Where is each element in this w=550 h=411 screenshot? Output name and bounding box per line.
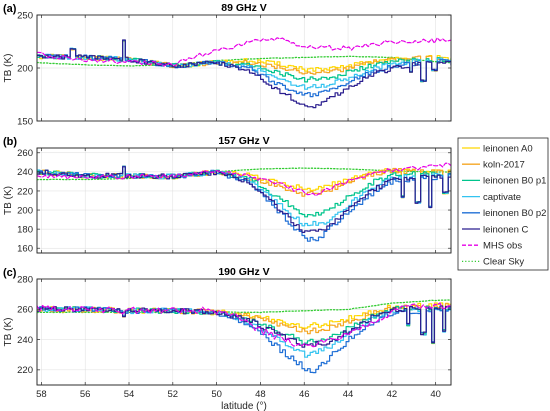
- x-tick-label: 54: [124, 389, 135, 400]
- y-tick-label: 200: [17, 205, 33, 216]
- panel-1: 150 200 250 89 GHz V (a) TB (K): [3, 2, 452, 127]
- y-tick-label: 250: [17, 10, 33, 21]
- series-mhs-obs: [37, 302, 451, 348]
- plot-area: [36, 147, 452, 254]
- legend-label: Clear Sky: [483, 257, 524, 268]
- x-tick-label: 52: [168, 389, 179, 400]
- series-leinonen-c: [37, 303, 451, 348]
- y-tick-label: 200: [17, 63, 33, 74]
- legend-box: [457, 137, 549, 271]
- x-tick-label: 48: [255, 389, 266, 400]
- plot-frame: [36, 147, 452, 254]
- panel-title: 157 GHz V: [218, 135, 269, 147]
- series-leinonen-b0-p2: [37, 306, 451, 374]
- y-tick-label: 180: [17, 224, 33, 235]
- series-leinonen-b0-p1: [37, 39, 451, 83]
- panel-3: 58 56 54 52 50 48 46 44 42 40 220 240 260 280 190 GHz …: [3, 266, 452, 411]
- x-tick-label: 56: [80, 389, 91, 400]
- legend-label: MHS obs: [483, 241, 522, 252]
- legend-entry: leinonen B0 p2: [462, 208, 546, 219]
- panel-title: 89 GHz V: [221, 2, 267, 14]
- x-tick-label: 42: [387, 389, 398, 400]
- x-tick-label: 44: [343, 389, 354, 400]
- y-tick-label: 260: [17, 305, 33, 316]
- x-tick-label: 58: [36, 389, 47, 400]
- legend-label: leinonen C: [483, 224, 529, 235]
- legend-entry: leinonen A0: [462, 143, 533, 154]
- y-tick-label: 150: [17, 116, 33, 127]
- series-mhs-obs: [37, 37, 451, 67]
- x-tick-label: 50: [211, 389, 222, 400]
- y-tick-label: 160: [17, 244, 33, 255]
- panels: 150 200 250 89 GHz V (a) TB (K) 160 180 200 220 24…: [3, 2, 452, 411]
- y-tick-label: 220: [17, 186, 33, 197]
- series-group: [37, 162, 451, 242]
- series-leinonen-c: [37, 39, 451, 109]
- plot-frame: [36, 278, 452, 386]
- y-axis-label: TB (K): [3, 54, 14, 83]
- y-tick-label: 260: [17, 148, 33, 159]
- x-axis-label: latitude (°): [221, 401, 267, 411]
- panel-title: 190 GHz V: [218, 266, 269, 278]
- legend-label: koln-2017: [483, 160, 525, 171]
- y-tick-label: 240: [17, 335, 33, 346]
- y-tick-label: 240: [17, 167, 33, 178]
- legend-entry: leinonen C: [462, 224, 529, 235]
- x-tick-label: 46: [299, 389, 310, 400]
- legend-entry: koln-2017: [462, 160, 525, 171]
- y-tick-label: 280: [17, 274, 33, 285]
- legend-entry: MHS obs: [462, 241, 522, 252]
- panel-letter: (c): [3, 267, 17, 279]
- legend: leinonen A0 koln-2017 leinonen B0 p1 captiv…: [457, 137, 549, 271]
- panel-letter: (b): [3, 136, 17, 148]
- panel-letter: (a): [3, 3, 17, 15]
- y-tick-label: 220: [17, 365, 33, 376]
- legend-label: leinonen B0 p2: [483, 208, 546, 219]
- legend-entry: leinonen B0 p1: [462, 176, 546, 187]
- series-mhs-obs: [37, 162, 451, 197]
- series-group: [37, 37, 451, 109]
- legend-entry: Clear Sky: [462, 257, 524, 268]
- plot-area: [36, 278, 452, 386]
- panel-2: 160 180 200 220 240 260 157 GHz V (b) TB (K): [3, 135, 452, 255]
- series-leinonen-c: [37, 166, 451, 233]
- series-group: [37, 299, 451, 374]
- legend-label: captivate: [483, 192, 521, 203]
- y-axis-label: TB (K): [3, 318, 14, 347]
- legend-entry: captivate: [462, 192, 521, 203]
- legend-label: leinonen A0: [483, 143, 533, 154]
- legend-label: leinonen B0 p1: [483, 176, 546, 187]
- y-axis-label: TB (K): [3, 186, 14, 215]
- x-tick-label: 40: [430, 389, 441, 400]
- series-clear-sky: [37, 299, 451, 314]
